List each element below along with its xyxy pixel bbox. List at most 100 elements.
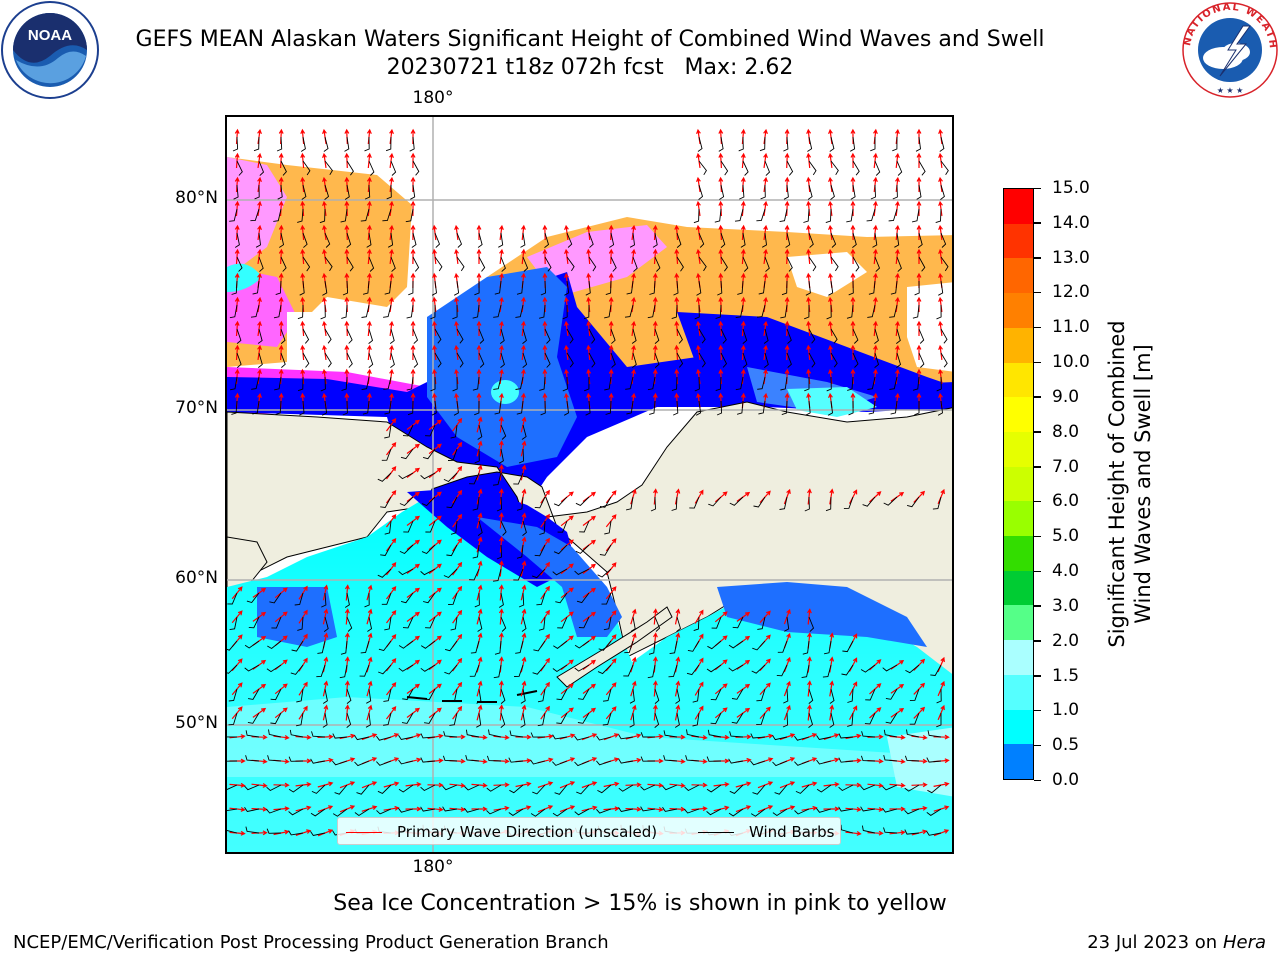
wind-barb xyxy=(843,496,854,509)
wind-barb xyxy=(774,784,788,795)
vector-field xyxy=(227,128,950,837)
wind-barb xyxy=(647,376,656,391)
colorbar-label-line-2: Wind Waves and Swell [m] xyxy=(1131,344,1155,624)
wind-barb xyxy=(779,208,788,223)
wind-barb xyxy=(728,808,744,817)
wave-direction-arrow xyxy=(252,587,267,598)
wind-barb xyxy=(794,808,810,815)
wind-barb xyxy=(654,352,660,368)
wind-barb xyxy=(794,735,810,741)
legend-wave-item: Primary Wave Direction (unscaled) xyxy=(346,823,657,841)
wind-barb xyxy=(273,304,282,319)
wind-barb xyxy=(652,232,658,248)
wind-barb xyxy=(420,806,436,812)
wind-barb xyxy=(780,376,788,391)
wind-barb xyxy=(918,160,926,176)
wind-barb xyxy=(537,712,546,727)
wind-barb xyxy=(759,136,766,152)
wind-barb xyxy=(829,688,835,704)
wind-barb xyxy=(402,688,414,700)
lat-label-60: 60°N xyxy=(175,568,218,588)
wind-barb xyxy=(398,807,414,813)
wind-barb xyxy=(556,688,568,701)
wind-barb xyxy=(599,544,612,556)
wind-barb xyxy=(450,424,458,439)
wind-barb xyxy=(443,731,458,738)
wind-barb xyxy=(420,757,436,763)
wind-barb xyxy=(675,688,681,704)
colorbar xyxy=(1003,188,1034,780)
wind-barb xyxy=(425,520,436,533)
wind-barb xyxy=(885,712,898,724)
wind-barb xyxy=(852,328,859,344)
wind-barb xyxy=(890,280,898,295)
wind-barb xyxy=(288,830,304,836)
wind-barb xyxy=(892,184,898,200)
wind-barb xyxy=(905,664,920,674)
colorbar-tick-label: 13.0 xyxy=(1052,247,1090,268)
wave-direction-arrow xyxy=(252,611,267,622)
wind-barb xyxy=(364,184,371,200)
wind-barb xyxy=(362,400,370,415)
wind-barb xyxy=(868,400,876,415)
wind-barb xyxy=(294,592,304,606)
wind-barb xyxy=(509,784,524,794)
wind-barb xyxy=(716,400,723,416)
wind-barb xyxy=(751,664,766,674)
wind-barb xyxy=(494,640,502,655)
wind-barb xyxy=(640,732,655,738)
wind-barb xyxy=(883,754,898,762)
wind-barb xyxy=(676,328,683,344)
wind-barb xyxy=(453,400,459,416)
wind-barb xyxy=(830,328,838,344)
legend-wave-label: Primary Wave Direction (unscaled) xyxy=(397,823,658,841)
wind-barb xyxy=(764,256,770,272)
wind-barb xyxy=(252,400,260,415)
wind-barb xyxy=(750,733,766,739)
wind-barb xyxy=(906,729,920,738)
wind-barb xyxy=(317,640,326,654)
wind-barb xyxy=(474,592,480,608)
wind-barb xyxy=(443,472,458,483)
wind-barb xyxy=(808,352,816,368)
wind-barb xyxy=(626,496,634,511)
wind-barb xyxy=(376,735,392,741)
wind-barb xyxy=(698,256,707,272)
wind-barb xyxy=(407,400,414,416)
wind-barb xyxy=(896,328,901,344)
wind-barb xyxy=(604,520,612,535)
wind-barb xyxy=(456,352,464,368)
wind-barb xyxy=(442,784,458,791)
wind-barb xyxy=(406,304,414,319)
wind-barb xyxy=(434,328,442,344)
wind-barb xyxy=(647,304,656,319)
wind-barb xyxy=(302,232,308,248)
wind-barb xyxy=(252,280,260,295)
wind-barb xyxy=(420,472,436,480)
wind-barb xyxy=(782,712,789,728)
wind-barb xyxy=(564,280,570,296)
colorbar-tick-label: 11.0 xyxy=(1052,317,1090,338)
wind-barb xyxy=(676,256,684,272)
wind-barb xyxy=(912,304,920,319)
wind-barb xyxy=(738,136,744,152)
wind-barb xyxy=(368,352,374,368)
wind-barb xyxy=(515,304,524,318)
wind-barb xyxy=(575,544,590,554)
wind-barb xyxy=(829,712,835,728)
colorbar-tick-label: 1.5 xyxy=(1052,665,1080,686)
wind-barb xyxy=(492,568,502,582)
colorbar-segment xyxy=(1004,744,1033,779)
wind-barb xyxy=(248,688,260,700)
wind-barb xyxy=(618,734,634,740)
wind-barb xyxy=(258,256,264,272)
wind-barb xyxy=(412,256,420,272)
wind-barb xyxy=(320,376,326,392)
wind-barb xyxy=(937,400,943,416)
wind-barb xyxy=(465,729,480,738)
wind-barb xyxy=(860,664,876,673)
wind-barb xyxy=(654,712,660,728)
wind-barb xyxy=(849,136,856,152)
wind-barb xyxy=(868,280,876,295)
wind-barb xyxy=(229,616,238,631)
